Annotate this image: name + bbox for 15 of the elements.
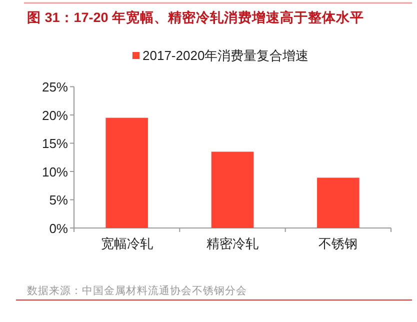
- bar: [106, 118, 148, 228]
- y-tick-label: 10%: [42, 164, 68, 180]
- y-tick-label: 15%: [42, 136, 68, 152]
- x-tick-label: 不锈钢: [318, 236, 358, 251]
- legend-label: 2017-2020年消费量复合增速: [142, 48, 309, 63]
- chart-title: 图 31：17-20 年宽幅、精密冷轧消费增速高于整体水平: [27, 9, 364, 25]
- y-tick-label: 0%: [49, 221, 68, 236]
- x-tick-label: 宽幅冷轧: [100, 236, 153, 251]
- x-tick-label: 精密冷轧: [206, 236, 258, 251]
- bar: [211, 152, 254, 228]
- y-tick-label: 20%: [42, 108, 68, 123]
- y-tick-label: 5%: [49, 192, 68, 208]
- source-note: 数据来源：中国金属材料流通协会不锈钢分会: [27, 284, 247, 297]
- y-tick-label: 25%: [42, 80, 68, 95]
- bar: [317, 178, 360, 228]
